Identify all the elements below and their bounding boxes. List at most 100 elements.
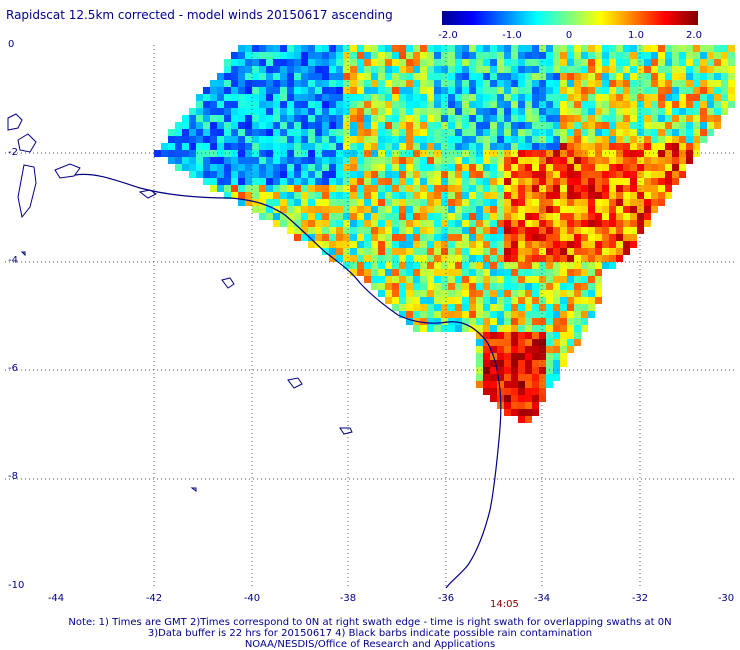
wind-cell (504, 185, 511, 192)
wind-cell (546, 283, 553, 290)
wind-cell (651, 150, 658, 157)
wind-cell (609, 248, 616, 255)
wind-cell (448, 234, 455, 241)
wind-cell (287, 73, 294, 80)
wind-cell (532, 220, 539, 227)
wind-cell (602, 143, 609, 150)
wind-cell (595, 94, 602, 101)
wind-cell (525, 220, 532, 227)
wind-cell (504, 262, 511, 269)
wind-cell (357, 52, 364, 59)
wind-cell (623, 136, 630, 143)
wind-cell (287, 87, 294, 94)
wind-cell (448, 87, 455, 94)
wind-cell (280, 220, 287, 227)
wind-cell (539, 171, 546, 178)
wind-cell (476, 157, 483, 164)
wind-cell (525, 318, 532, 325)
wind-cell (175, 122, 182, 129)
wind-cell (532, 115, 539, 122)
wind-cell (315, 122, 322, 129)
wind-cell (483, 206, 490, 213)
wind-cell (630, 129, 637, 136)
colorbar-tick: 1.0 (628, 30, 644, 41)
wind-cell (441, 297, 448, 304)
wind-cell (539, 367, 546, 374)
wind-cell (560, 66, 567, 73)
wind-cell (364, 234, 371, 241)
wind-cell (686, 136, 693, 143)
wind-cell (441, 157, 448, 164)
wind-cell (560, 108, 567, 115)
wind-cell (413, 150, 420, 157)
wind-cell (518, 255, 525, 262)
wind-cell (182, 122, 189, 129)
wind-cell (476, 122, 483, 129)
wind-cell (602, 73, 609, 80)
wind-cell (238, 101, 245, 108)
wind-cell (525, 52, 532, 59)
wind-cell (567, 143, 574, 150)
wind-cell (483, 388, 490, 395)
wind-cell (266, 171, 273, 178)
wind-cell (231, 101, 238, 108)
wind-cell (623, 101, 630, 108)
wind-cell (336, 59, 343, 66)
wind-cell (511, 360, 518, 367)
wind-cell (427, 164, 434, 171)
wind-cell (364, 143, 371, 150)
wind-cell (434, 213, 441, 220)
wind-cell (504, 409, 511, 416)
swath-time-label: 14:05 (490, 599, 519, 610)
wind-cell (602, 52, 609, 59)
wind-cell (322, 185, 329, 192)
wind-cell (280, 129, 287, 136)
wind-cell (497, 122, 504, 129)
wind-cell (504, 269, 511, 276)
wind-cell (308, 45, 315, 52)
wind-cell (224, 122, 231, 129)
wind-cell (644, 59, 651, 66)
wind-cell (511, 381, 518, 388)
wind-cell (392, 206, 399, 213)
wind-cell (266, 59, 273, 66)
wind-cell (490, 59, 497, 66)
wind-cell (343, 164, 350, 171)
wind-cell (476, 283, 483, 290)
wind-cell (217, 150, 224, 157)
wind-cell (504, 157, 511, 164)
wind-cell (483, 87, 490, 94)
wind-cell (686, 66, 693, 73)
wind-cell (602, 199, 609, 206)
wind-cell (294, 129, 301, 136)
wind-cell (210, 115, 217, 122)
wind-cell (476, 73, 483, 80)
wind-cell (238, 94, 245, 101)
wind-cell (525, 241, 532, 248)
wind-cell (420, 220, 427, 227)
wind-cell (210, 143, 217, 150)
wind-cell (434, 304, 441, 311)
wind-cell (651, 143, 658, 150)
wind-cell (483, 283, 490, 290)
wind-cell (616, 164, 623, 171)
wind-cell (392, 129, 399, 136)
wind-cell (399, 59, 406, 66)
wind-cell (546, 66, 553, 73)
wind-cell (238, 59, 245, 66)
wind-cell (518, 122, 525, 129)
wind-cell (602, 129, 609, 136)
wind-cell (497, 136, 504, 143)
wind-cell (693, 150, 700, 157)
wind-cell (266, 143, 273, 150)
wind-cell (350, 213, 357, 220)
wind-cell (560, 192, 567, 199)
wind-cell (273, 213, 280, 220)
wind-cell (546, 199, 553, 206)
wind-cell (490, 66, 497, 73)
wind-cell (504, 178, 511, 185)
wind-cell (434, 52, 441, 59)
wind-cell (434, 297, 441, 304)
wind-cell (385, 262, 392, 269)
wind-cell (504, 129, 511, 136)
